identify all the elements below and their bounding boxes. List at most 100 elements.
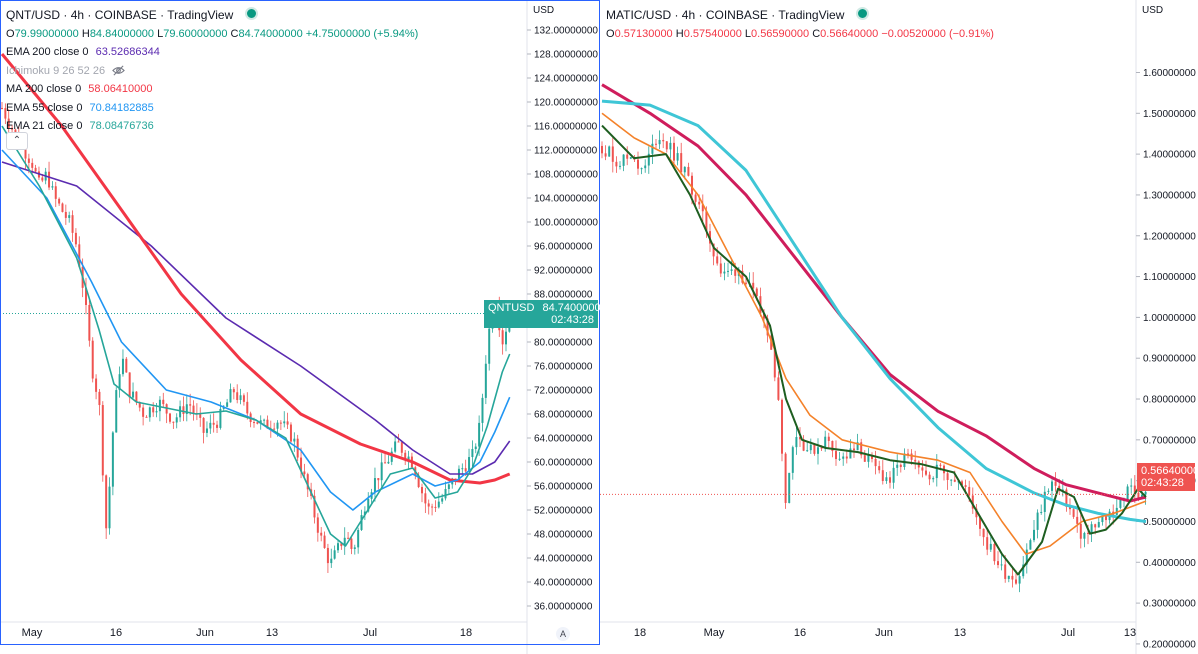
x-tick-label: 13: [954, 627, 966, 639]
candle-body: [1029, 540, 1032, 550]
candle-body: [85, 287, 87, 305]
candle-body: [347, 537, 350, 539]
matic-last-price-value: 0.56640000: [1141, 465, 1198, 477]
market-status-icon[interactable]: [855, 7, 869, 20]
x-tick-label: May: [704, 627, 725, 639]
candle-body: [626, 154, 629, 159]
candle-body: [279, 422, 282, 424]
candle-body: [989, 543, 992, 550]
collapse-legend-button[interactable]: ⌃: [6, 132, 28, 150]
candle-body: [845, 456, 848, 459]
indicator-ema200[interactable]: EMA 200 close 0 63.52686344: [6, 43, 418, 62]
indicator-ichimoku[interactable]: Ichimoku 9 26 52 26: [6, 62, 418, 81]
qnt-exchange: COINBASE: [94, 8, 157, 22]
qnt-chart-pane[interactable]: USD 132.00000000 128.00000000 124.00000000 1…: [0, 0, 600, 654]
candle-body: [189, 404, 192, 406]
candle-body: [484, 363, 487, 398]
candle-body: [997, 561, 999, 566]
candle-body: [162, 399, 165, 405]
candle-body: [390, 451, 393, 462]
candle-body: [1101, 516, 1104, 523]
x-tick-label: May: [22, 627, 43, 639]
ma-line-ema-200: [601, 99, 1147, 523]
candle-body: [505, 331, 507, 345]
candle-body: [986, 537, 989, 550]
matic-chart-pane[interactable]: USD 1.60000000 1.50000000 1.40000000 1.30000…: [600, 0, 1198, 654]
x-tick-label: Jun: [196, 627, 214, 639]
matic-symbol[interactable]: MATIC/USD: [606, 8, 672, 22]
candle-body: [611, 146, 614, 162]
y-tick-label: 68.00000000: [534, 410, 593, 421]
candle-body: [360, 515, 363, 530]
candle-body: [619, 165, 621, 167]
candle-body: [229, 389, 232, 403]
currency-label: USD: [1142, 5, 1163, 16]
auto-scale-button[interactable]: A: [556, 627, 570, 641]
candle-body: [1047, 490, 1050, 492]
candle-body: [669, 142, 672, 150]
candle-body: [1090, 524, 1093, 534]
y-tick-label: 56.00000000: [534, 482, 593, 493]
candle-body: [813, 444, 816, 454]
candle-body: [239, 395, 242, 401]
candle-body: [152, 407, 155, 413]
candle-body: [135, 391, 138, 403]
matic-chart-canvas[interactable]: USD 1.60000000 1.50000000 1.40000000 1.30000…: [600, 0, 1198, 654]
candle-body: [680, 153, 683, 173]
candle-body: [1130, 485, 1133, 487]
x-tick-label: Jun: [875, 627, 893, 639]
market-status-icon[interactable]: [244, 7, 258, 20]
candle-body: [727, 270, 729, 272]
qnt-interval[interactable]: 4h: [70, 8, 85, 22]
qnt-last-price-value: 84.74000000: [542, 302, 600, 314]
candle-body: [1065, 489, 1068, 507]
candle-body: [300, 457, 303, 472]
candle-body: [1137, 492, 1140, 498]
candle-body: [293, 438, 296, 442]
candle-body: [982, 528, 985, 538]
ma-line-ema-21: [601, 124, 1147, 576]
candle-body: [118, 374, 121, 391]
qnt-chart-canvas[interactable]: USD 132.00000000 128.00000000 124.00000000 1…: [0, 0, 600, 654]
y-tick-label: 124.00000000: [534, 74, 598, 85]
candle-body: [946, 473, 949, 480]
indicator-ma200[interactable]: MA 200 close 0 58.06410000: [6, 80, 418, 99]
y-tick-label: 64.00000000: [534, 434, 593, 445]
matic-interval[interactable]: 4h: [681, 8, 696, 22]
candle-body: [1000, 564, 1003, 566]
candle-body: [289, 424, 292, 442]
y-tick-label: 1.60000000: [1143, 68, 1196, 79]
candle-body: [719, 263, 722, 274]
indicator-ema55[interactable]: EMA 55 close 0 70.84182885: [6, 99, 418, 118]
candle-body: [437, 501, 440, 508]
y-tick-label: 36.00000000: [534, 602, 593, 613]
candle-body: [849, 448, 852, 459]
hidden-eye-icon[interactable]: [112, 64, 126, 77]
matic-low: 0.56590000: [751, 27, 810, 40]
candle-body: [853, 448, 855, 451]
qnt-symbol[interactable]: QNT/USD: [6, 8, 60, 22]
candle-body: [115, 390, 118, 433]
qnt-symbol-line[interactable]: QNT/USD · 4h · COINBASE · TradingView: [6, 6, 418, 25]
indicator-value: 70.84182885: [89, 101, 154, 114]
matic-exchange: COINBASE: [705, 8, 768, 22]
candle-body: [11, 127, 14, 130]
candle-body: [236, 392, 239, 401]
matic-countdown: 02:43:28: [1141, 477, 1184, 489]
matic-open: 0.57130000: [614, 27, 673, 40]
candle-body: [781, 399, 783, 454]
candle-body: [192, 405, 195, 414]
y-tick-label: 48.00000000: [534, 530, 593, 541]
candle-body: [637, 159, 639, 169]
candle-body: [253, 422, 255, 424]
matic-close: 0.56640000: [820, 27, 879, 40]
candle-body: [835, 451, 837, 460]
candle-body: [74, 232, 77, 245]
candle-body: [111, 432, 114, 487]
indicator-label: EMA 200 close 0: [6, 46, 89, 58]
candle-body: [276, 422, 279, 429]
matic-symbol-line[interactable]: MATIC/USD · 4h · COINBASE · TradingView: [606, 6, 994, 25]
indicator-ema21[interactable]: EMA 21 close 0 78.08476736: [6, 117, 418, 136]
candle-body: [421, 487, 423, 494]
candle-body: [817, 447, 819, 454]
